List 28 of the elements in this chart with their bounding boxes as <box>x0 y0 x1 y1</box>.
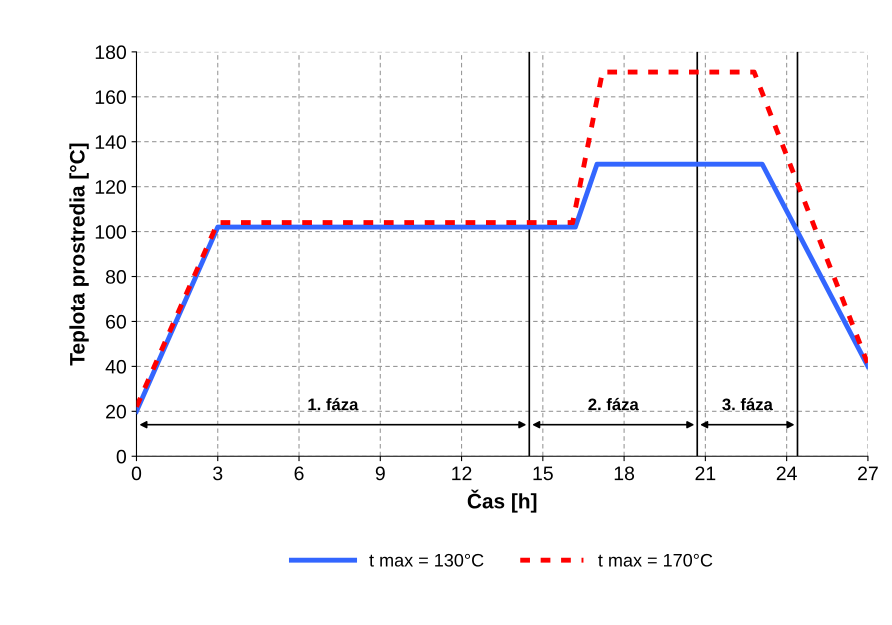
annotation: 2. fáza <box>588 398 639 410</box>
y-tick-label: 140 <box>96 135 126 149</box>
annotation: 3. fáza <box>722 398 773 410</box>
x-tick-label: 21 <box>696 466 716 480</box>
y-tick-label: 60 <box>106 314 126 329</box>
y-tick-label: 100 <box>96 225 126 239</box>
x-tick-label: 3 <box>213 466 222 480</box>
x-tick-label: 12 <box>452 466 472 480</box>
y-tick-label: 40 <box>106 360 126 374</box>
x-axis-title: Čas [h] <box>468 490 536 513</box>
x-tick-label: 27 <box>858 466 878 480</box>
legend-label: t max = 130°C <box>369 554 484 567</box>
x-tick-label: 15 <box>534 466 553 480</box>
x-tick-label: 18 <box>614 466 634 480</box>
x-tick-label: 9 <box>376 466 385 480</box>
line-series <box>136 70 868 410</box>
y-tick-label: 120 <box>96 180 126 194</box>
y-tick-label: 20 <box>106 404 126 419</box>
y-tick-label: 0 <box>116 450 126 464</box>
y-tick-label: 180 <box>96 45 126 60</box>
legend-label: t max = 170°C <box>598 554 712 567</box>
x-tick-label: 6 <box>294 466 304 480</box>
y-axis-title: Teplota prostredia [°C] <box>69 144 89 366</box>
x-tick-label: 0 <box>132 466 142 480</box>
annotation: 1. fáza <box>308 398 358 410</box>
y-tick-label: 80 <box>106 270 126 284</box>
y-tick-label: 160 <box>96 90 126 104</box>
x-tick-label: 24 <box>776 466 797 480</box>
